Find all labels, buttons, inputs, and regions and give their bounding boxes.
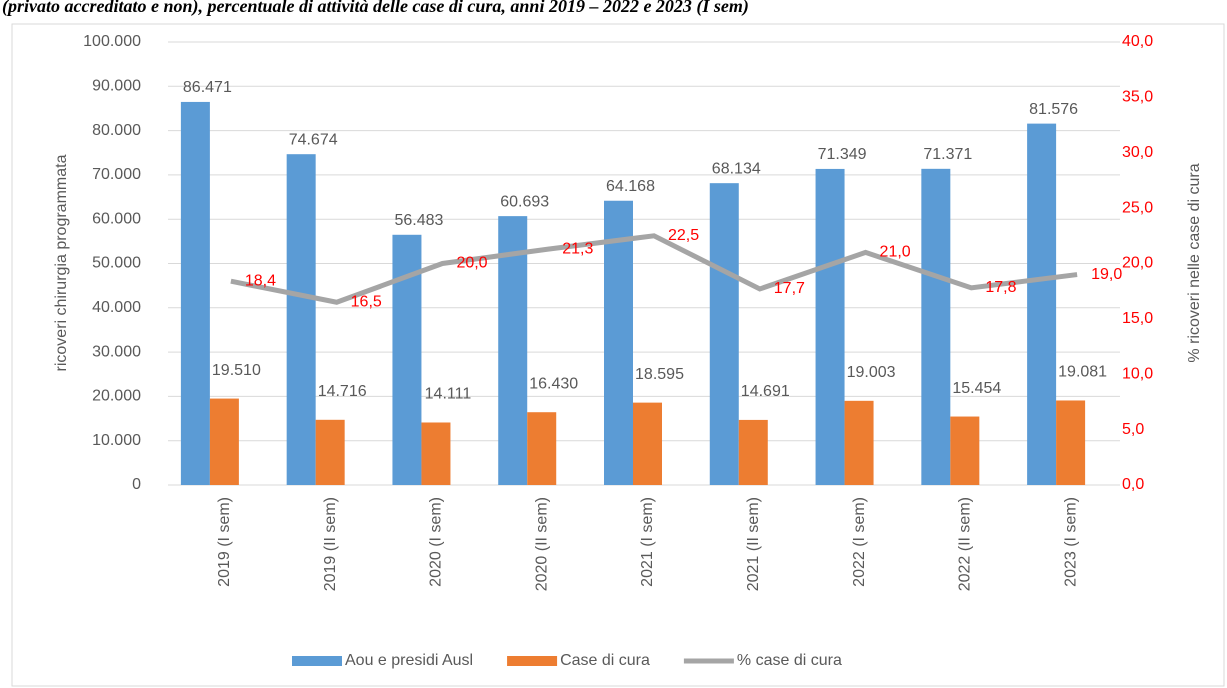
data-label: 71.349 (818, 146, 867, 163)
y2-tick-label: 40,0 (1122, 33, 1153, 50)
data-label: 64.168 (606, 178, 655, 195)
bar (1056, 400, 1086, 485)
data-label: 16.430 (529, 375, 578, 392)
data-label: 71.371 (923, 146, 972, 163)
data-label: 19,0 (1091, 266, 1122, 283)
line (230, 233, 1078, 305)
data-label: 21,3 (562, 240, 593, 257)
bar (209, 398, 239, 485)
x-tick-label: 2020 (II sem) (533, 497, 550, 591)
legend-swatch (292, 656, 342, 666)
y2-tick-label: 30,0 (1122, 144, 1153, 161)
bar (738, 419, 768, 485)
bar (315, 419, 345, 485)
data-label: 74.674 (289, 131, 338, 148)
data-label: 21,0 (880, 244, 911, 261)
x-tick-label: 2021 (II sem) (745, 497, 762, 591)
bar (1027, 123, 1057, 485)
bar (633, 402, 662, 485)
y-tick-label: 80.000 (92, 122, 141, 139)
data-label: 19.081 (1058, 364, 1107, 381)
bar (921, 168, 951, 485)
bar (421, 422, 451, 485)
x-tick-label: 2019 (II sem) (322, 497, 339, 591)
bar (604, 200, 633, 485)
x-tick-label: 2020 (I sem) (428, 497, 445, 587)
x-tick-label: 2022 (I sem) (851, 497, 868, 587)
data-label: 18.595 (635, 366, 684, 383)
x-tick-label: 2022 (II sem) (957, 497, 974, 591)
y-tick-label: 100.000 (83, 33, 141, 50)
bar (844, 400, 874, 485)
bar (815, 168, 845, 485)
data-label: 22,5 (668, 227, 699, 244)
data-label: 20,0 (456, 255, 487, 272)
y-tick-label: 0 (132, 476, 141, 493)
y2-tick-label: 10,0 (1122, 365, 1153, 382)
y2-axis-title: % ricoveri nelle case di cura (1186, 163, 1203, 362)
data-label: 14.691 (741, 383, 790, 400)
bar (286, 154, 316, 485)
legend-label: % case di cura (737, 652, 842, 669)
bar (180, 101, 210, 485)
legend-label: Case di cura (560, 652, 650, 669)
data-label: 60.693 (500, 193, 549, 210)
data-label: 19.003 (847, 364, 896, 381)
legend-swatch (507, 656, 558, 666)
bar (498, 216, 528, 485)
y-tick-label: 10.000 (92, 432, 141, 449)
data-label: 18,4 (245, 272, 276, 289)
data-label: 56.483 (394, 212, 443, 229)
y2-tick-label: 5,0 (1122, 421, 1144, 438)
chart-title: (privato accreditato e non), percentuale… (2, 0, 749, 17)
y-axis-title: ricoveri chirurgia programmata (53, 154, 70, 371)
data-label: 14.716 (318, 383, 367, 400)
y-tick-label: 70.000 (92, 166, 141, 183)
data-label: 17,7 (774, 280, 805, 297)
y-tick-label: 40.000 (92, 299, 141, 316)
y-tick-label: 90.000 (92, 78, 141, 95)
data-label: 17,8 (985, 279, 1016, 296)
x-tick-label: 2019 (I sem) (216, 497, 233, 587)
data-label: 81.576 (1029, 101, 1078, 118)
data-label: 14.111 (425, 386, 472, 403)
x-tick-label: 2023 (I sem) (1062, 497, 1079, 587)
y-tick-label: 30.000 (92, 343, 141, 360)
y-tick-label: 60.000 (92, 210, 141, 227)
data-label: 15.454 (952, 380, 1001, 397)
data-label: 16,5 (351, 293, 382, 310)
legend-label: Aou e presidi Ausl (345, 652, 473, 669)
bar (709, 183, 739, 485)
y2-tick-label: 0,0 (1122, 476, 1144, 493)
data-label: 68.134 (712, 160, 761, 177)
y2-tick-label: 20,0 (1122, 255, 1153, 272)
y-tick-label: 50.000 (92, 255, 141, 272)
bar (950, 416, 980, 485)
y-tick-label: 20.000 (92, 388, 141, 405)
y2-tick-label: 35,0 (1122, 89, 1153, 106)
x-tick-label: 2021 (I sem) (639, 497, 656, 587)
y2-tick-label: 25,0 (1122, 199, 1153, 216)
bar (527, 412, 557, 485)
y2-tick-label: 15,0 (1122, 310, 1153, 327)
data-label: 86.471 (183, 79, 232, 96)
data-label: 19.510 (212, 362, 261, 379)
